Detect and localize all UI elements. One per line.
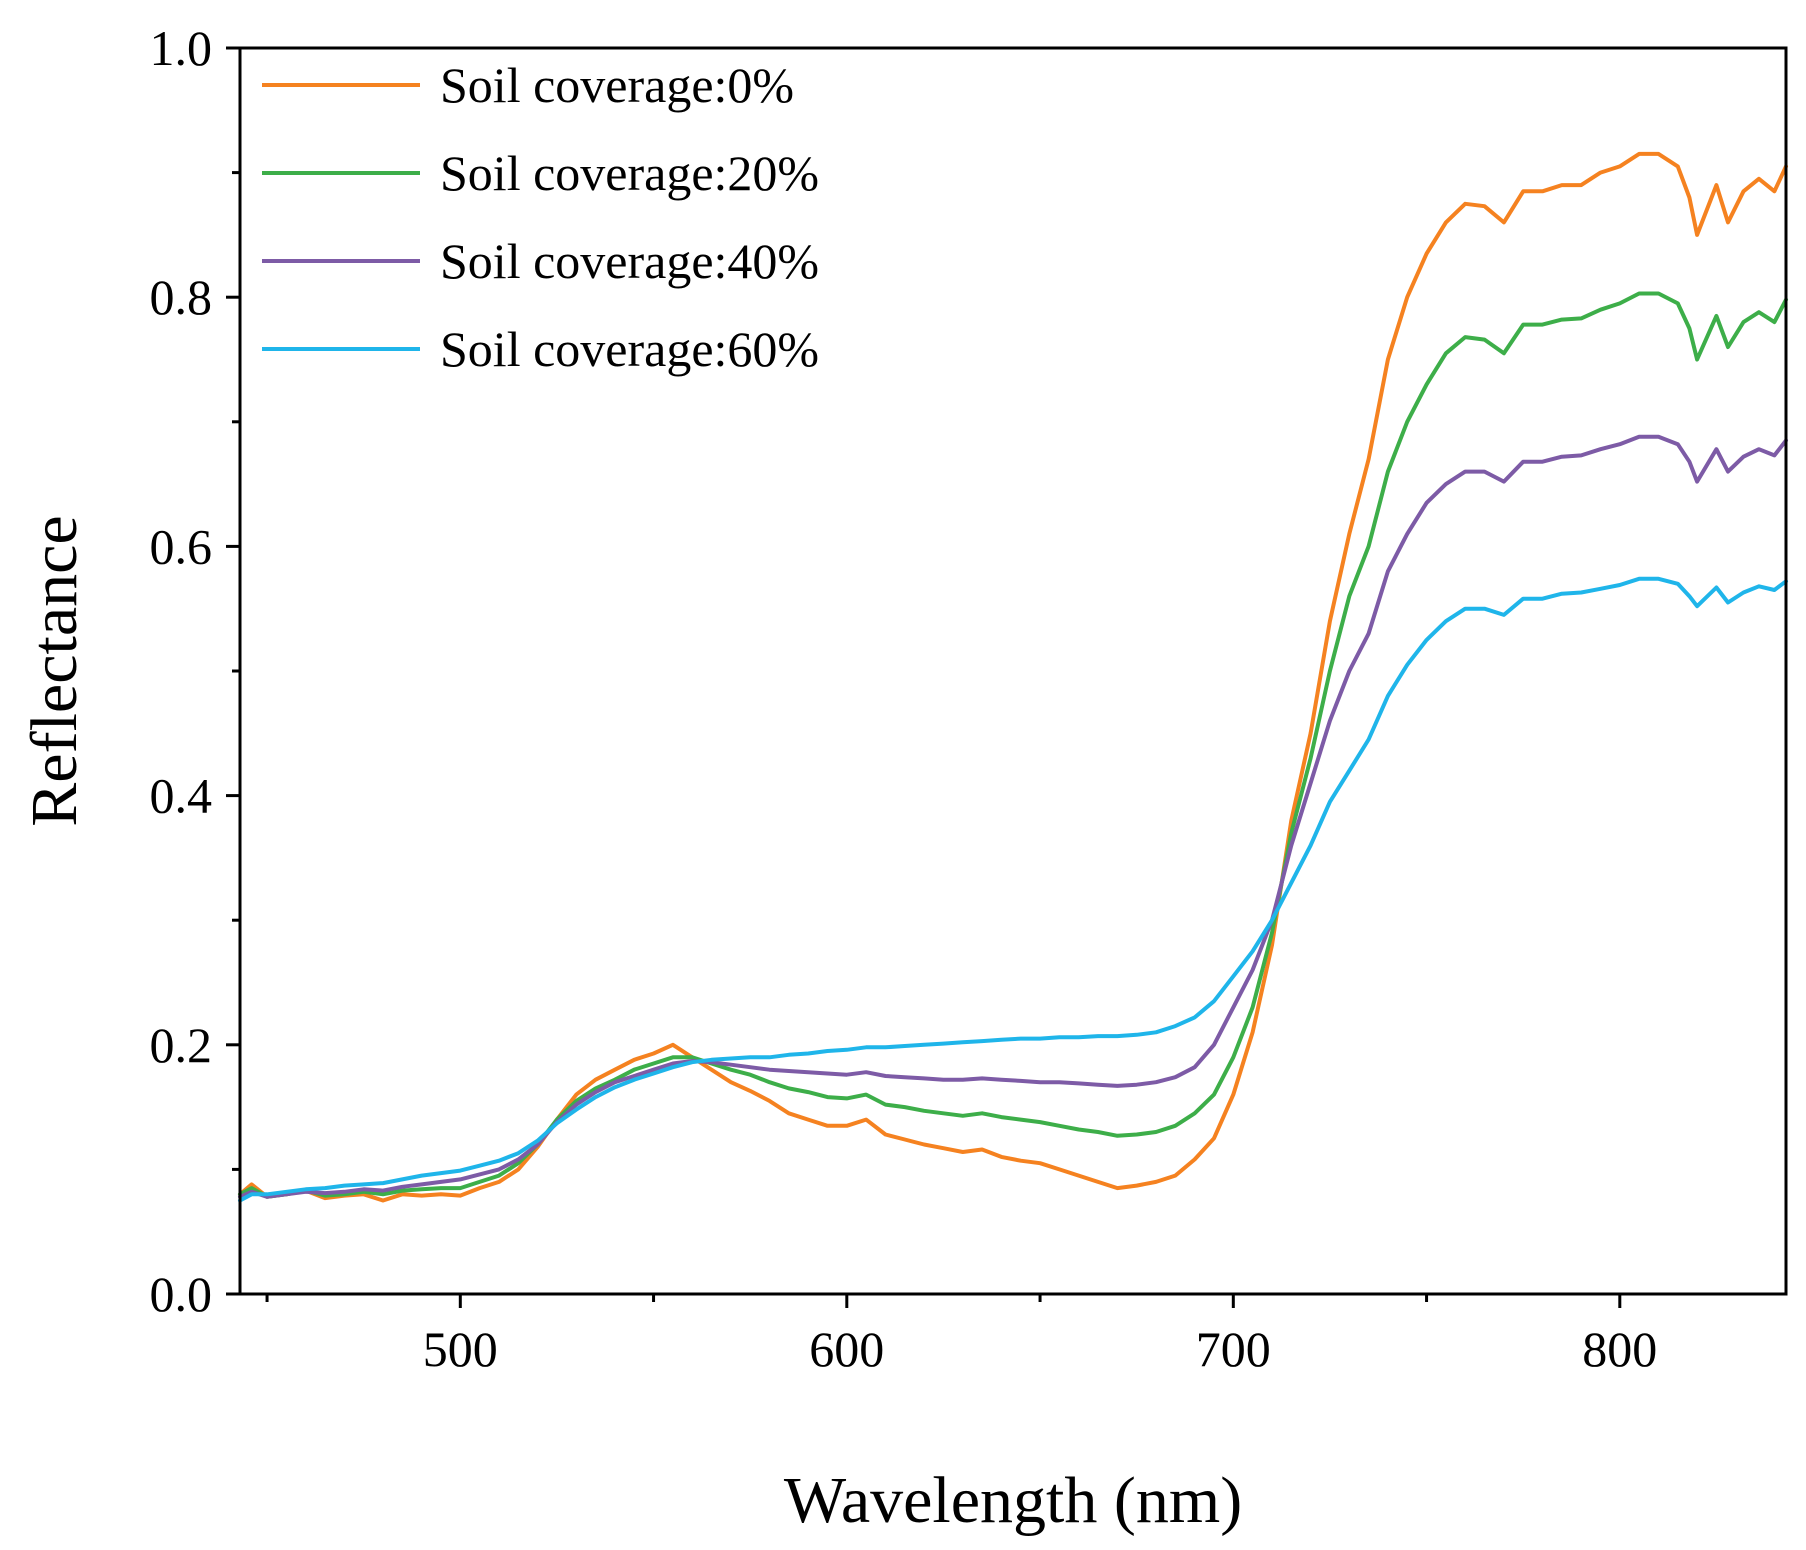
series-line-3 <box>238 576 1788 1203</box>
y-tick-label: 0.6 <box>150 518 213 574</box>
legend: Soil coverage:0% Soil coverage:20% Soil co… <box>262 57 819 377</box>
series-line-2 <box>238 434 1788 1199</box>
x-tick-label: 600 <box>809 1321 884 1377</box>
series-line-1 <box>238 291 1788 1199</box>
y-axis: 0.0 0.2 0.4 0.6 0.8 1.0 <box>150 20 240 1322</box>
x-axis: 500 600 700 800 <box>265 1294 1657 1377</box>
legend-label-2: Soil coverage:40% <box>440 233 819 289</box>
y-tick-label: 1.0 <box>150 20 213 76</box>
legend-label-3: Soil coverage:60% <box>440 321 819 377</box>
series-layer <box>238 151 1788 1203</box>
x-tick-label: 700 <box>1196 1321 1271 1377</box>
y-tick-label: 0.2 <box>150 1017 213 1073</box>
legend-label-0: Soil coverage:0% <box>440 57 794 113</box>
y-tick-label: 0.4 <box>150 768 213 824</box>
x-axis-title: Wavelength (nm) <box>784 1464 1242 1537</box>
series-line-0 <box>238 151 1788 1203</box>
y-axis-title: Reflectance <box>18 515 91 826</box>
x-tick-label: 500 <box>423 1321 498 1377</box>
legend-label-1: Soil coverage:20% <box>440 145 819 201</box>
x-tick-label: 800 <box>1582 1321 1657 1377</box>
y-tick-label: 0.0 <box>150 1266 213 1322</box>
y-tick-label: 0.8 <box>150 269 213 325</box>
